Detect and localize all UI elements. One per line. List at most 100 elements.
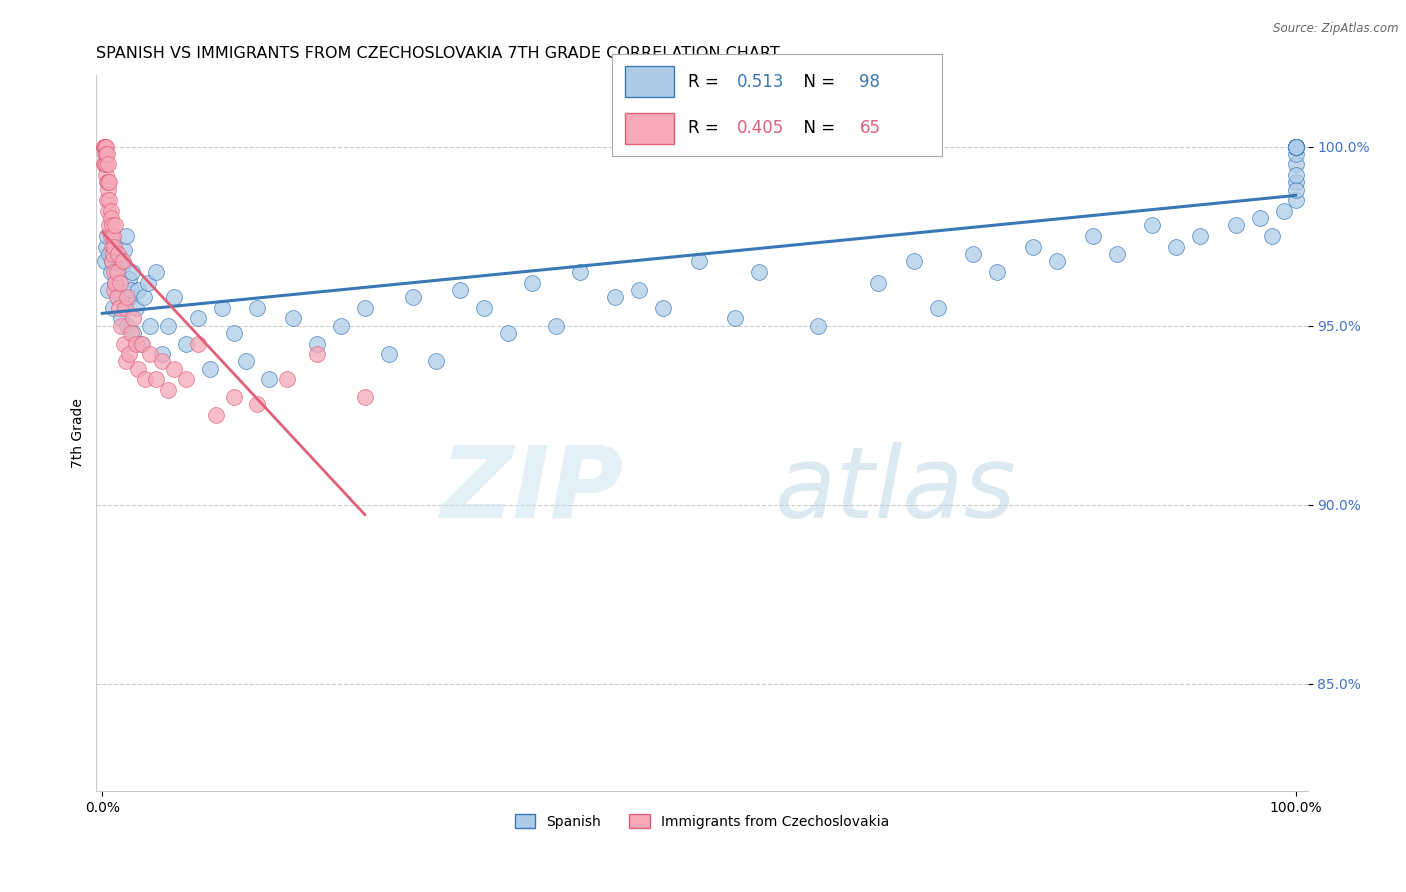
Point <box>1285 139 1308 153</box>
Point <box>101 240 124 254</box>
Point <box>222 326 245 340</box>
Point <box>1285 139 1308 153</box>
Point <box>187 336 209 351</box>
Point <box>103 283 125 297</box>
Point <box>122 326 145 340</box>
Point <box>1189 229 1212 244</box>
Text: ZIP: ZIP <box>440 442 623 539</box>
Point <box>94 146 117 161</box>
Point <box>628 283 651 297</box>
Point <box>101 254 124 268</box>
Point <box>145 372 167 386</box>
Point <box>1285 139 1308 153</box>
Point <box>107 290 129 304</box>
Point <box>93 139 115 153</box>
Point <box>129 336 152 351</box>
Point <box>1285 139 1308 153</box>
Point <box>110 311 132 326</box>
Point <box>259 372 281 386</box>
Point <box>353 390 375 404</box>
Point <box>112 244 135 258</box>
Point <box>652 301 675 315</box>
Point <box>112 336 135 351</box>
Point <box>544 318 567 333</box>
Point <box>93 146 115 161</box>
Point <box>100 204 122 219</box>
Point <box>1285 139 1308 153</box>
Point <box>105 265 128 279</box>
Point <box>104 276 127 290</box>
Point <box>174 336 197 351</box>
Point <box>118 290 141 304</box>
Point <box>150 347 173 361</box>
Point <box>1105 247 1128 261</box>
Point <box>1285 139 1308 153</box>
Point <box>104 276 127 290</box>
Point <box>132 290 155 304</box>
Point <box>1225 219 1247 233</box>
Point <box>145 265 167 279</box>
Point <box>568 265 591 279</box>
Point <box>1285 193 1308 207</box>
Point <box>97 182 120 196</box>
Point <box>93 139 115 153</box>
Point <box>127 283 149 297</box>
Point <box>276 372 298 386</box>
Point <box>103 240 125 254</box>
Point <box>353 301 375 315</box>
Point <box>104 219 127 233</box>
Point <box>114 301 136 315</box>
Point <box>377 347 399 361</box>
Point <box>1285 139 1308 153</box>
Point <box>927 301 949 315</box>
Point <box>131 336 153 351</box>
Point <box>101 301 124 315</box>
Point <box>110 318 132 333</box>
Point <box>1081 229 1104 244</box>
Text: N =: N = <box>793 73 841 91</box>
Point <box>127 361 149 376</box>
Point <box>449 283 471 297</box>
Point <box>97 175 120 189</box>
Point <box>107 247 129 261</box>
Point <box>96 193 118 207</box>
Point <box>114 301 136 315</box>
Point <box>1285 139 1308 153</box>
Point <box>120 326 142 340</box>
Point <box>866 276 889 290</box>
Point <box>150 354 173 368</box>
Point <box>94 139 117 153</box>
Point <box>115 354 138 368</box>
Point <box>1261 229 1284 244</box>
Point <box>163 361 186 376</box>
Point <box>425 354 447 368</box>
Point <box>96 146 118 161</box>
Point <box>307 347 329 361</box>
Point <box>93 139 115 153</box>
Point <box>246 397 269 411</box>
Point <box>122 311 145 326</box>
Point <box>903 254 925 268</box>
Point <box>1142 219 1164 233</box>
Point <box>1166 240 1188 254</box>
Point <box>1285 168 1308 182</box>
Point <box>108 265 131 279</box>
Point <box>496 326 519 340</box>
Point <box>94 240 117 254</box>
Point <box>222 390 245 404</box>
Point <box>156 383 179 397</box>
Text: 98: 98 <box>859 73 880 91</box>
Text: SPANISH VS IMMIGRANTS FROM CZECHOSLOVAKIA 7TH GRADE CORRELATION CHART: SPANISH VS IMMIGRANTS FROM CZECHOSLOVAKI… <box>97 46 780 62</box>
Point <box>98 219 121 233</box>
Point <box>93 157 115 171</box>
Point <box>1285 139 1308 153</box>
Point <box>520 276 543 290</box>
Point <box>204 408 226 422</box>
Text: 0.513: 0.513 <box>737 73 785 91</box>
Point <box>1285 182 1308 196</box>
Point <box>139 347 162 361</box>
Text: R =: R = <box>688 120 724 137</box>
Point <box>235 354 257 368</box>
Point <box>93 157 115 171</box>
Point <box>134 372 156 386</box>
